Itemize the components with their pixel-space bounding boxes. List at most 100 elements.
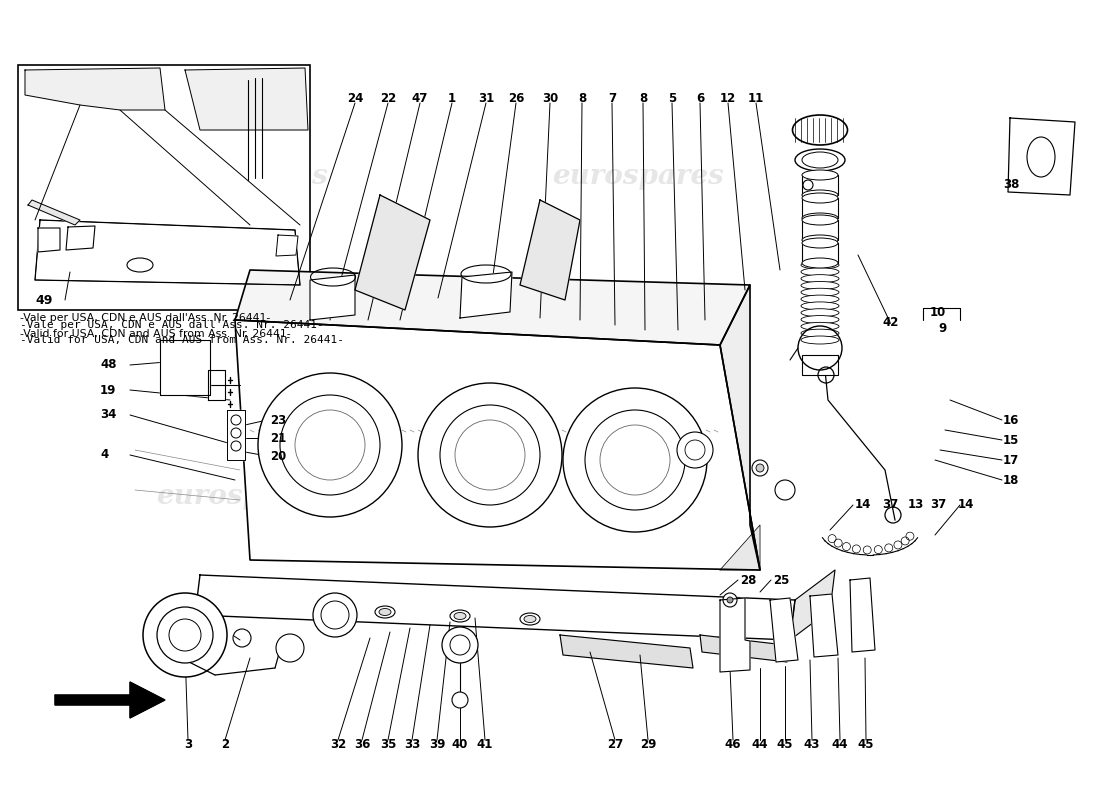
Text: 44: 44 (751, 738, 768, 751)
Text: 34: 34 (100, 409, 117, 422)
Bar (802, 355, 838, 375)
Text: 45: 45 (777, 738, 793, 751)
Polygon shape (235, 320, 760, 570)
Circle shape (727, 597, 733, 603)
Text: 46: 46 (725, 738, 741, 751)
Polygon shape (195, 575, 795, 640)
Polygon shape (185, 68, 308, 130)
Ellipse shape (801, 302, 839, 310)
Polygon shape (28, 200, 80, 225)
Circle shape (450, 635, 470, 655)
Circle shape (258, 373, 402, 517)
Text: 17: 17 (1003, 454, 1020, 466)
Ellipse shape (801, 322, 839, 330)
Polygon shape (160, 340, 210, 395)
Polygon shape (39, 228, 60, 252)
Ellipse shape (795, 149, 845, 171)
Text: 32: 32 (330, 738, 346, 751)
Polygon shape (227, 410, 245, 460)
Ellipse shape (520, 613, 540, 625)
Ellipse shape (801, 261, 839, 269)
Text: 21: 21 (270, 431, 286, 445)
Circle shape (231, 441, 241, 451)
Ellipse shape (379, 609, 390, 615)
Text: -Vale per USA, CDN e AUS dall'Ass. Nr. 26441-: -Vale per USA, CDN e AUS dall'Ass. Nr. 2… (20, 313, 271, 323)
Ellipse shape (801, 309, 839, 317)
Polygon shape (700, 635, 786, 662)
Text: 25: 25 (773, 574, 790, 586)
Polygon shape (720, 285, 760, 570)
Circle shape (685, 440, 705, 460)
Circle shape (231, 428, 241, 438)
Polygon shape (25, 68, 165, 110)
Bar (802, 243, 838, 263)
Text: 48: 48 (100, 358, 117, 371)
Text: 6: 6 (696, 91, 704, 105)
Circle shape (231, 415, 241, 425)
Text: 13: 13 (908, 498, 924, 511)
Circle shape (280, 395, 380, 495)
Text: 43: 43 (804, 738, 821, 751)
Text: 19: 19 (100, 383, 117, 397)
Ellipse shape (454, 613, 466, 619)
Polygon shape (208, 370, 226, 400)
Text: 45: 45 (858, 738, 874, 751)
Text: 47: 47 (411, 91, 428, 105)
Ellipse shape (1027, 137, 1055, 177)
Circle shape (756, 464, 764, 472)
Bar (18, 65, 310, 310)
Text: 16: 16 (1003, 414, 1020, 426)
Text: 5: 5 (668, 91, 676, 105)
Ellipse shape (375, 606, 395, 618)
Text: 39: 39 (429, 738, 446, 751)
Polygon shape (55, 682, 165, 718)
Text: 4: 4 (100, 449, 108, 462)
Text: 29: 29 (640, 738, 657, 751)
Circle shape (276, 634, 304, 662)
Circle shape (803, 180, 813, 190)
Circle shape (157, 607, 213, 663)
Circle shape (452, 692, 468, 708)
Text: 7: 7 (608, 91, 616, 105)
Text: 26: 26 (508, 91, 525, 105)
Text: 23: 23 (270, 414, 286, 426)
Ellipse shape (792, 115, 847, 145)
Ellipse shape (802, 235, 838, 245)
Text: 8: 8 (639, 91, 647, 105)
Circle shape (752, 460, 768, 476)
Circle shape (321, 601, 349, 629)
Text: 11: 11 (748, 91, 764, 105)
Ellipse shape (801, 274, 839, 282)
Bar (802, 175, 838, 195)
Text: 37: 37 (882, 498, 899, 511)
Circle shape (723, 593, 737, 607)
Polygon shape (560, 635, 693, 668)
Polygon shape (790, 570, 835, 640)
Bar (802, 198, 838, 218)
Circle shape (143, 593, 227, 677)
Polygon shape (770, 598, 798, 662)
Text: eurospares: eurospares (156, 162, 328, 190)
Polygon shape (355, 195, 430, 310)
Text: eurospares: eurospares (552, 162, 724, 190)
Text: 41: 41 (476, 738, 493, 751)
Polygon shape (720, 598, 750, 672)
Text: 10: 10 (930, 306, 946, 318)
Text: 22: 22 (379, 91, 396, 105)
Polygon shape (35, 220, 300, 285)
Polygon shape (235, 270, 750, 345)
Ellipse shape (801, 268, 839, 276)
Text: 28: 28 (740, 574, 757, 586)
Text: 42: 42 (882, 315, 899, 329)
Ellipse shape (802, 258, 838, 268)
Text: eurospares: eurospares (156, 482, 328, 510)
Circle shape (563, 388, 707, 532)
Ellipse shape (801, 282, 839, 290)
Circle shape (314, 593, 358, 637)
Polygon shape (66, 226, 95, 250)
Ellipse shape (802, 215, 838, 225)
Polygon shape (520, 200, 580, 300)
Circle shape (442, 627, 478, 663)
Polygon shape (850, 578, 875, 652)
Circle shape (676, 432, 713, 468)
